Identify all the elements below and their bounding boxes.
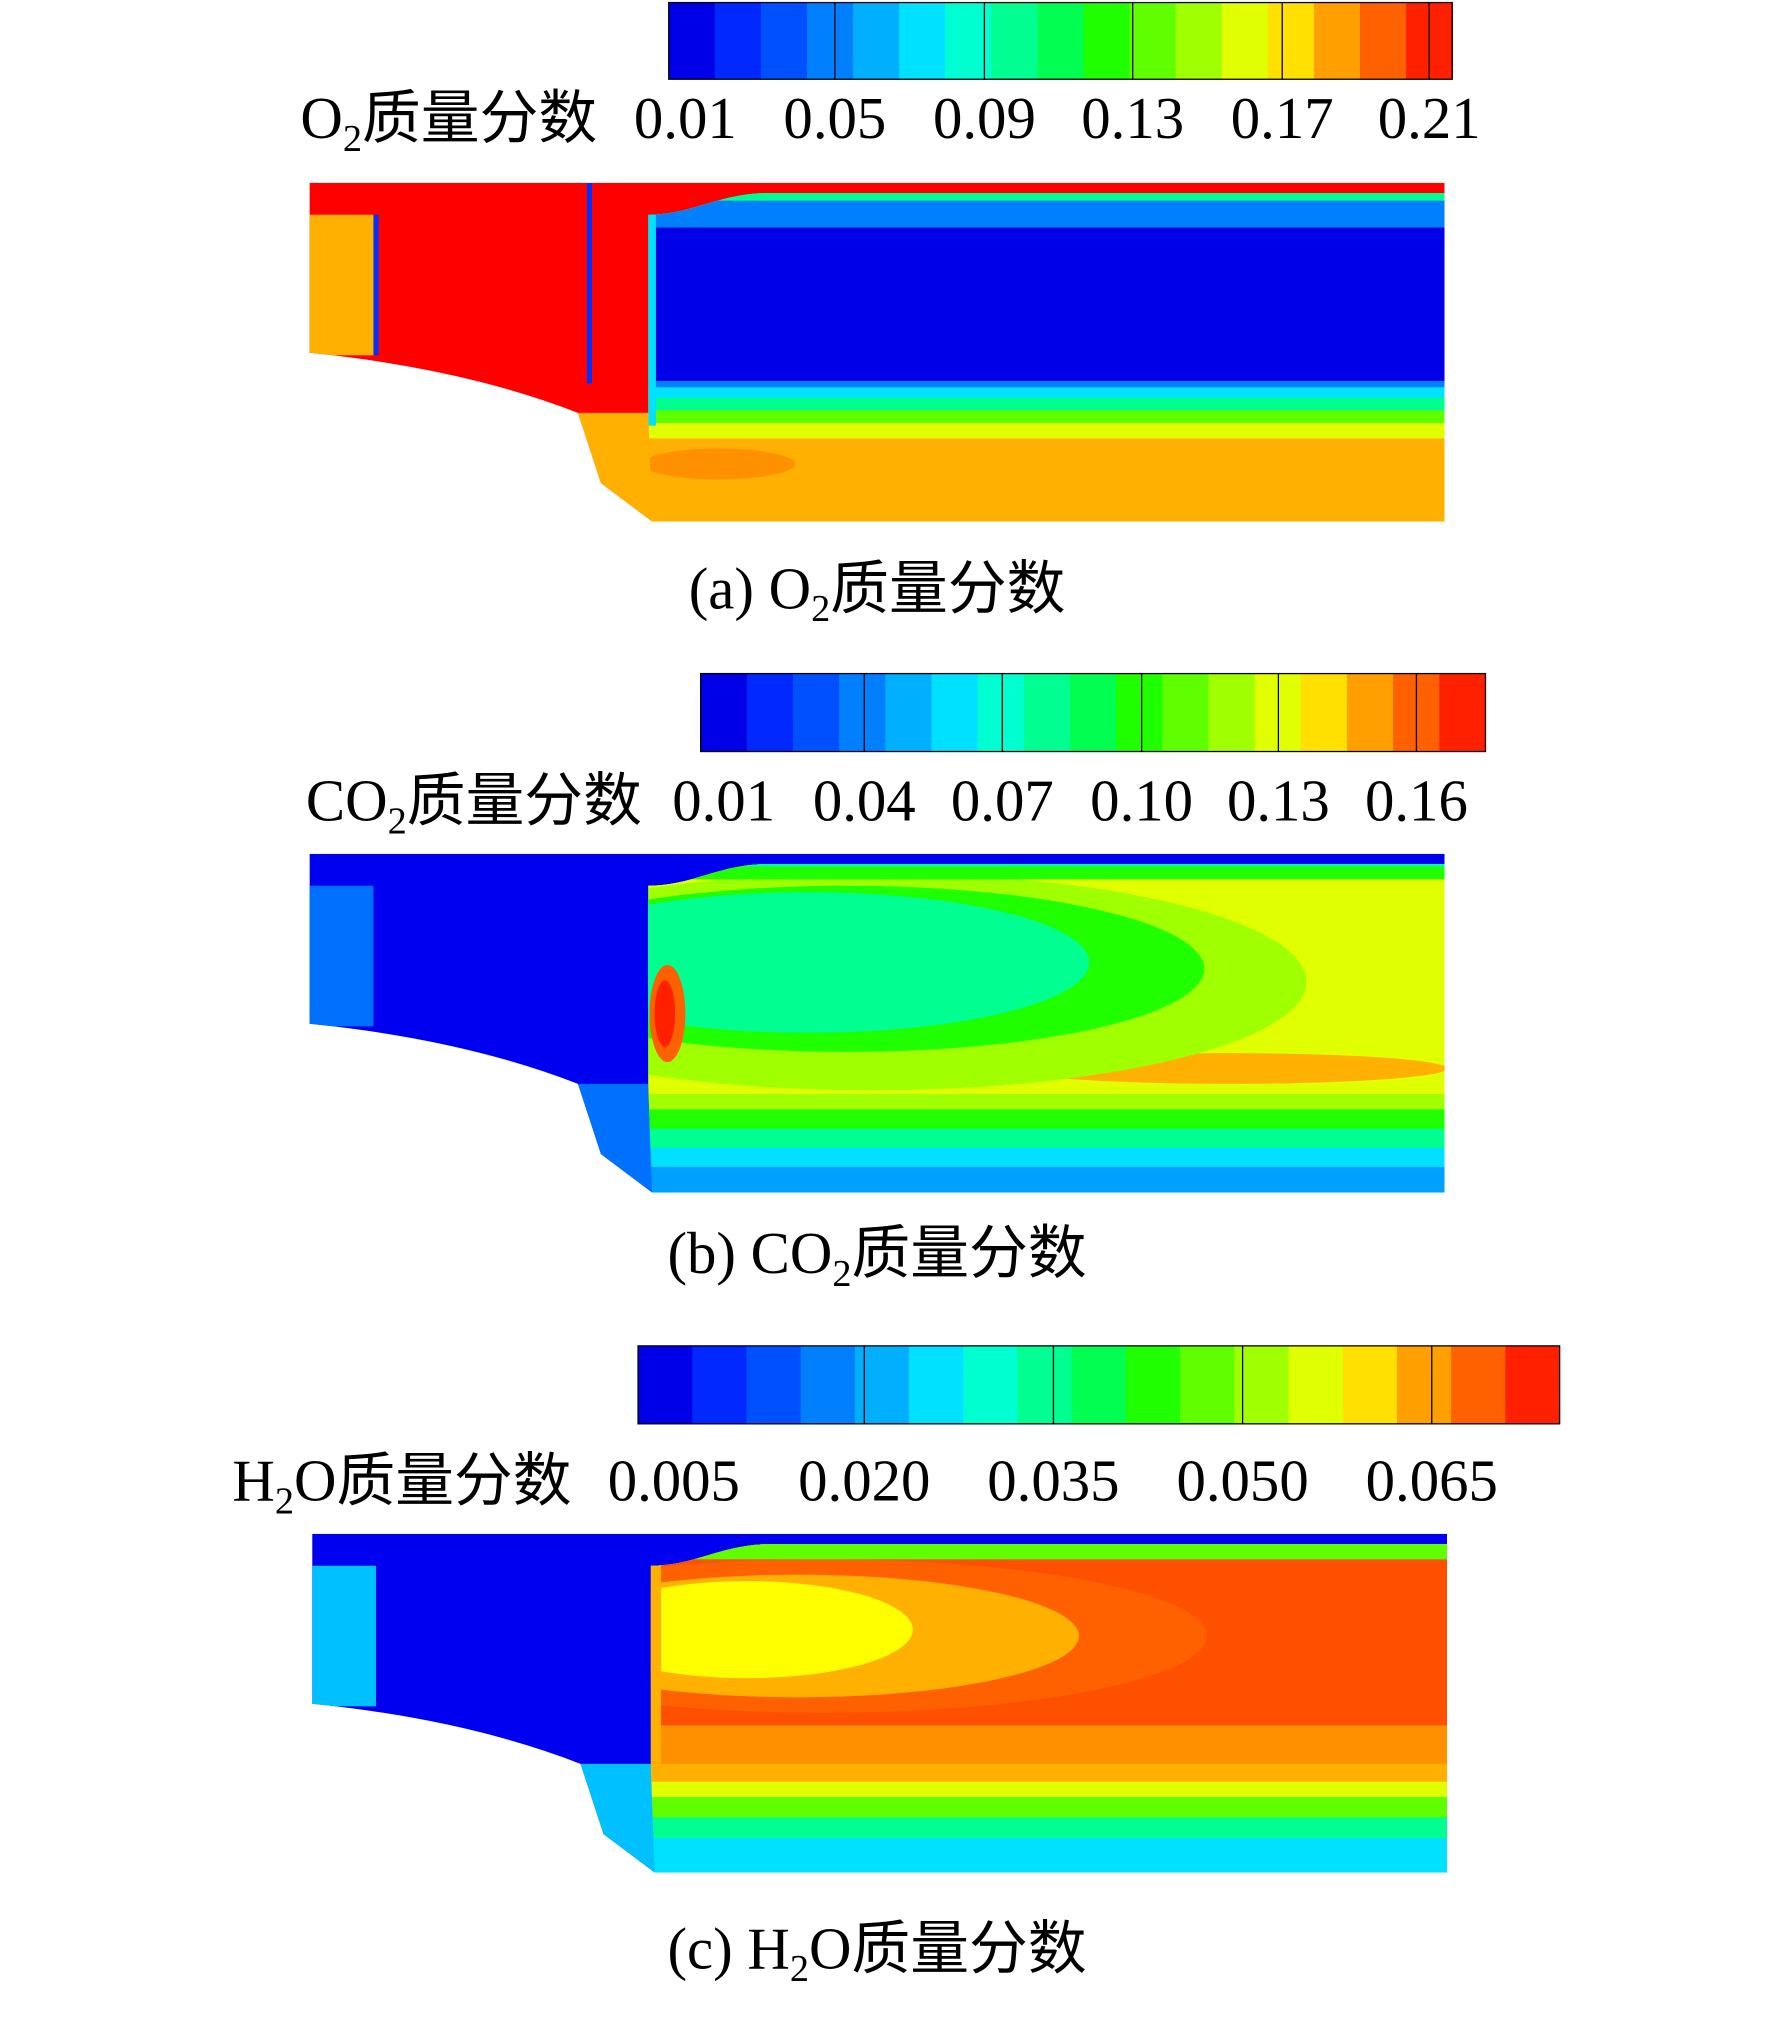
colorbar-label-part: H: [232, 1449, 274, 1514]
colorbar-label-part: 质量分数: [362, 86, 597, 151]
colorbar-cell: [899, 2, 946, 80]
colorbar-cell: [1017, 1345, 1073, 1424]
colorbar-cell: [1234, 1345, 1290, 1424]
colorbar-tick-label: 0.020: [798, 1449, 930, 1514]
colorbar-cell: [885, 673, 933, 752]
caption-sub: 2: [811, 588, 830, 630]
colorbar-cell: [1451, 1345, 1507, 1424]
colorbar-cell: [1162, 673, 1210, 752]
colorbar-label-sub: 2: [388, 800, 407, 842]
caption-part: (b) CO: [667, 1221, 832, 1286]
colorbar-label-part: CO: [306, 769, 388, 834]
colorbar-cell: [1346, 673, 1394, 752]
colorbar-cell: [1208, 673, 1256, 752]
colorbar-cell: [714, 2, 762, 80]
colorbar-cell: [1069, 673, 1117, 752]
colorbar-tick-label: 0.005: [608, 1449, 740, 1514]
colorbar-tick-label: 0.13: [1081, 86, 1184, 151]
colorbar-cell: [1221, 2, 1269, 80]
colorbar-tick-label: 0.07: [951, 769, 1054, 834]
colorbar-cell: [668, 2, 716, 80]
colorbar-cell: [1342, 1345, 1398, 1424]
colorbar-cell: [839, 673, 886, 752]
colorbar-tick-label: 0.17: [1231, 86, 1334, 151]
colorbar-cell: [638, 1345, 693, 1424]
colorbar-tick-label: 0.04: [813, 769, 916, 834]
colorbar-cell: [1129, 2, 1177, 80]
colorbar-cell: [963, 1345, 1019, 1424]
colorbar-tick-label: 0.09: [933, 86, 1036, 151]
colorbar-cell: [853, 2, 900, 80]
colorbar-cell: [746, 1345, 802, 1424]
colorbar-frame: [637, 1345, 1561, 1425]
colorbar-tick-label: 0.01: [634, 86, 737, 151]
colorbar-tick-label: 0.10: [1090, 769, 1193, 834]
colorbar-tick-label: 0.05: [783, 86, 886, 151]
caption: (b) CO2质量分数: [667, 1221, 1086, 1295]
colorbar-cell: [977, 673, 1025, 752]
colorbar-cell: [760, 2, 808, 80]
contour-co2: [309, 853, 1445, 1193]
colorbar-cell: [700, 673, 748, 752]
colorbar-tick-label: 0.13: [1227, 769, 1330, 834]
caption-part: (c) H: [667, 1916, 789, 1981]
colorbar-label: O2质量分数: [300, 86, 597, 160]
colorbar-cell: [1180, 1345, 1235, 1424]
colorbar-cell: [1396, 1345, 1452, 1424]
colorbar-label-sub: 2: [275, 1480, 294, 1522]
colorbar-cell: [1267, 2, 1315, 80]
caption-sub: 2: [832, 1253, 851, 1295]
colorbar-cell: [1313, 2, 1361, 80]
colorbar-tick-label: 0.01: [672, 769, 775, 834]
colorbar-label-part: 质量分数: [407, 769, 642, 834]
colorbar-label-part: O质量分数: [294, 1449, 572, 1514]
contour-h2o: [312, 1533, 1448, 1873]
colorbar-cell: [1083, 2, 1131, 80]
colorbar-cell: [909, 1345, 964, 1424]
contour-o2: [309, 182, 1445, 522]
colorbar-cell: [692, 1345, 748, 1424]
colorbar-cell: [746, 673, 794, 752]
colorbar-cell: [1300, 673, 1348, 752]
colorbar-label: H2O质量分数: [232, 1449, 571, 1523]
caption: (a) O2质量分数: [689, 556, 1066, 630]
colorbar-tick-label: 0.16: [1365, 769, 1468, 834]
caption-part: (a) O: [689, 556, 811, 621]
colorbar-frame: [700, 672, 1487, 753]
colorbar-cell: [1037, 2, 1085, 80]
colorbar-cell: [1023, 673, 1071, 752]
colorbar-cell: [800, 1345, 856, 1424]
colorbar-cell: [1175, 2, 1223, 80]
caption-part: O质量分数: [809, 1916, 1087, 1981]
colorbar-tick-label: 0.035: [987, 1449, 1119, 1514]
colorbar-cell: [931, 673, 979, 752]
colorbar-cell: [1288, 1345, 1344, 1424]
colorbar-tick-label: 0.21: [1378, 86, 1481, 151]
colorbar-cell: [1505, 1345, 1561, 1424]
colorbar-cell: [806, 2, 854, 80]
colorbar-cell: [1071, 1345, 1127, 1424]
colorbar-cell: [991, 2, 1039, 80]
colorbar-cell: [792, 673, 840, 752]
colorbar-frame: [668, 1, 1453, 80]
colorbar-cell: [854, 1345, 910, 1424]
colorbar-cell: [1125, 1345, 1181, 1424]
colorbar-tick-label: 0.050: [1176, 1449, 1308, 1514]
caption: (c) H2O质量分数: [667, 1916, 1086, 1990]
colorbar-cell: [1439, 673, 1487, 752]
colorbar-tick-label: 0.065: [1366, 1449, 1498, 1514]
colorbar-label-sub: 2: [343, 118, 362, 160]
colorbar-label: CO2质量分数: [306, 769, 642, 843]
colorbar-cell: [1116, 673, 1163, 752]
caption-part: 质量分数: [852, 1221, 1087, 1286]
caption-sub: 2: [790, 1948, 809, 1990]
caption-part: 质量分数: [830, 556, 1065, 621]
colorbar-cell: [1360, 2, 1407, 80]
colorbar-label-part: O: [300, 86, 342, 151]
